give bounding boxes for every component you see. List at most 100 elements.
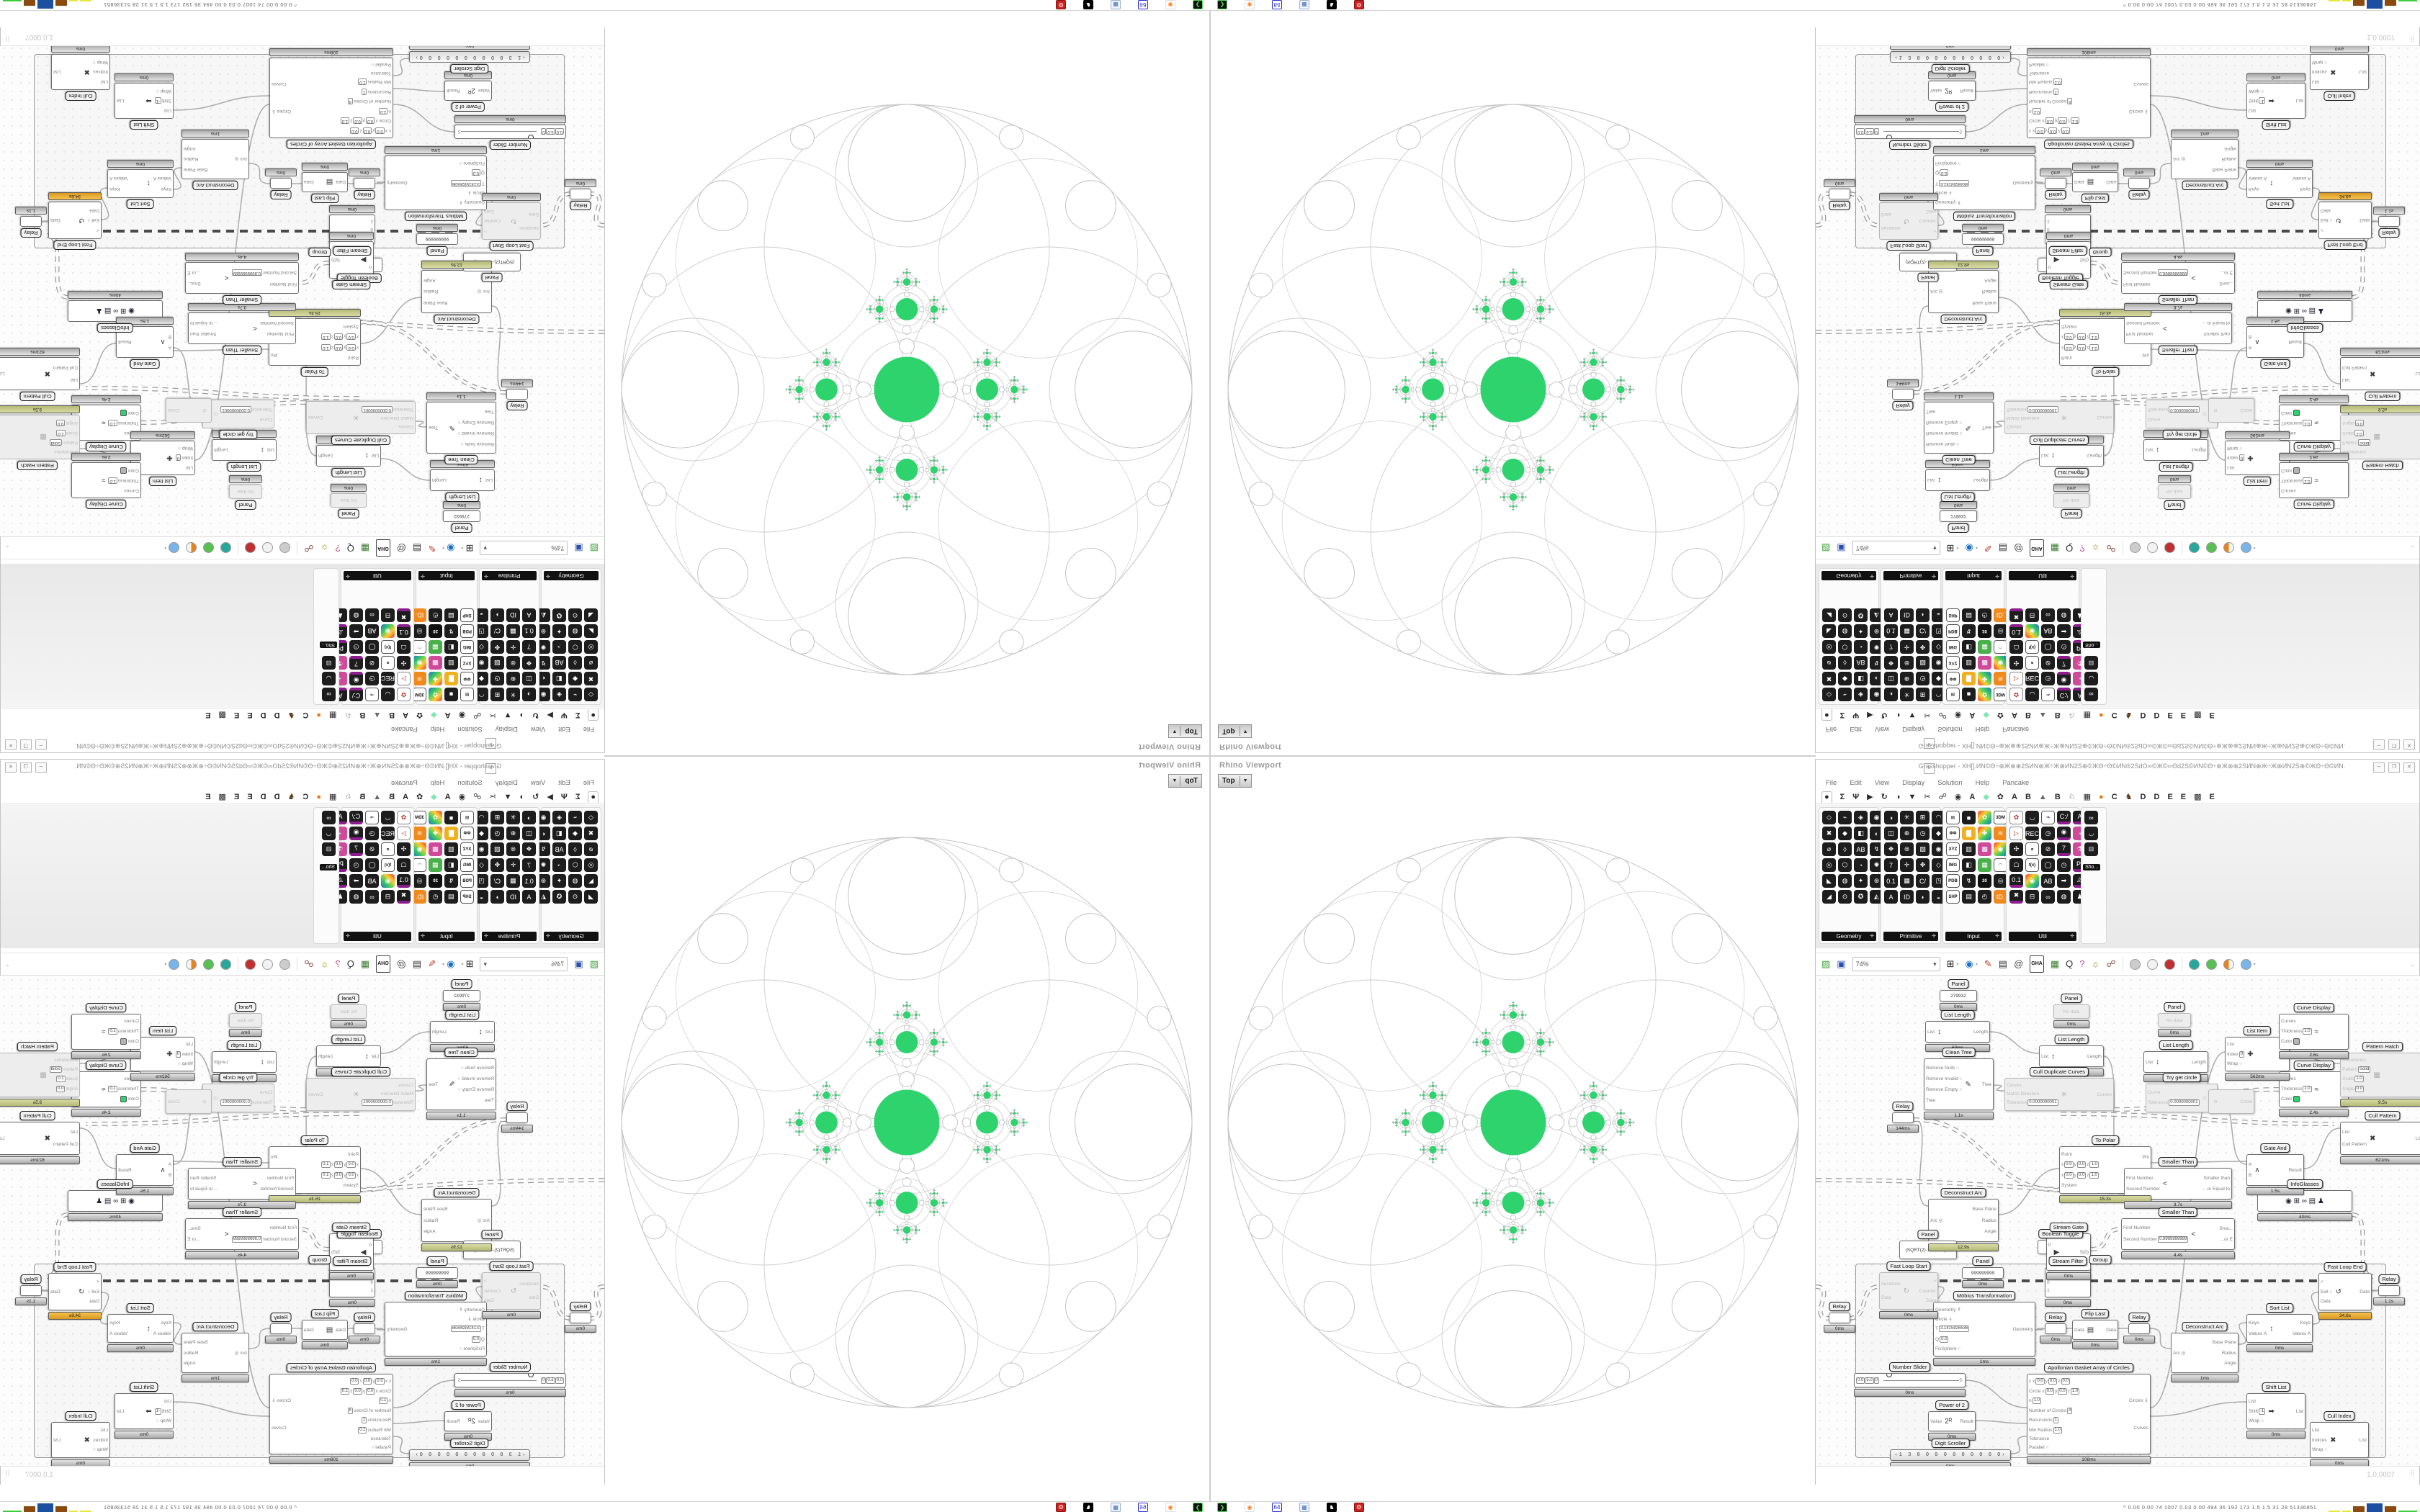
preview-sphere-icon[interactable] [2240, 958, 2251, 970]
component-icon[interactable]: PDB [460, 874, 474, 888]
gh-node-panel[interactable]: 999999999 [1962, 233, 2004, 245]
output-param[interactable]: Tree [429, 1082, 438, 1087]
component-icon[interactable]: ↯ [444, 624, 458, 638]
component-icon[interactable]: AB [2041, 874, 2055, 888]
value-chip[interactable]: 1.0 [358, 1426, 367, 1434]
gh-node-power-of-2[interactable]: Value 2ᴿ Result [1928, 1411, 1976, 1431]
input-param[interactable]: < [2321, 1279, 2333, 1284]
output-param[interactable]: ...or E [187, 270, 200, 275]
close-button[interactable]: ✕ [5, 739, 17, 750]
input-param[interactable]: Thickness 1.0 [108, 420, 139, 427]
input-param[interactable]: Parallel ○ [341, 1445, 391, 1450]
value-chip[interactable]: 0.0000000001 [2169, 1099, 2200, 1107]
component-icon[interactable]: 20 [429, 624, 442, 638]
component-icon[interactable]: ◫ [522, 672, 536, 685]
component-icon[interactable]: ▇ [444, 672, 458, 685]
gh-node-cull-index[interactable]: List Indices Wrap ○ ✖ List [51, 1422, 110, 1458]
preview-eye-icon[interactable]: ◉ [447, 958, 455, 969]
pin-green-icon[interactable] [2205, 958, 2217, 970]
value-chip[interactable]: 0.0 [2035, 127, 2045, 134]
component-icon[interactable]: ◗ [490, 890, 504, 904]
gh-node-relay[interactable] [2378, 216, 2400, 227]
component-icon[interactable]: ◧ [444, 858, 458, 872]
component-icon[interactable]: ✿ [1978, 811, 1991, 824]
input-param[interactable]: < [87, 228, 99, 233]
tab-11[interactable]: ◆ [431, 711, 437, 719]
panel-expand-icon[interactable]: ✛ [1870, 573, 1874, 578]
input-param[interactable]: 0 [369, 264, 372, 269]
input-param[interactable]: List [93, 79, 108, 84]
gh-node-list-length[interactable]: List ↕ Length [212, 439, 277, 461]
tab-16[interactable]: B [2054, 711, 2061, 719]
gh-node-cull-index[interactable]: List Indices Wrap ○ ✖ List [2310, 1422, 2369, 1458]
tab-10[interactable]: A [1969, 793, 1976, 801]
tab-23[interactable]: D [260, 793, 266, 801]
menu-item-view[interactable]: View [530, 778, 546, 787]
component-icon[interactable]: ✳ [1900, 688, 1914, 701]
component-icon[interactable]: ☖ [2009, 640, 2023, 654]
component-icon[interactable]: ✦ [1854, 624, 1868, 638]
input-param[interactable]: Tree [1926, 409, 1963, 414]
panel-expand-icon[interactable]: ✛ [1932, 934, 1936, 939]
output-param[interactable]: Radius [2222, 1351, 2236, 1356]
output-param[interactable]: Angle [424, 1229, 436, 1234]
save-file-icon[interactable]: ▣ [574, 543, 583, 554]
gh-node-panel[interactable]: 279932 [1940, 510, 1977, 522]
gh-node-number-slider[interactable]: 0.0 5.0 0 5 [454, 1373, 566, 1387]
tab-9[interactable]: ◉ [1954, 711, 1962, 719]
value-chip[interactable]: 1.0 [358, 78, 367, 86]
help-icon[interactable]: ? [335, 543, 341, 554]
gh-node-relay[interactable] [506, 389, 528, 400]
output-param[interactable]: Phi [2143, 352, 2149, 357]
component-icon[interactable]: ■ [1962, 688, 1976, 701]
input-param[interactable]: 0 [369, 1243, 372, 1248]
tab-24[interactable]: E [247, 793, 253, 801]
gh-node-component[interactable]: ○ Circle [166, 1089, 212, 1114]
output-param[interactable]: Angle [1984, 1229, 1996, 1234]
output-param[interactable]: Circle [168, 408, 180, 413]
gh-node-digit-scroller[interactable]: ‹1 3 0 0 0 0 0 0 0 0 0 0› [1890, 1449, 2011, 1461]
gh-node-flip-last[interactable]: Data ▤ Data [302, 1320, 348, 1340]
output-param[interactable]: ...or E [187, 1237, 200, 1242]
output-param[interactable]: Angle [2224, 1361, 2236, 1366]
input-param[interactable]: Indices [2312, 70, 2327, 75]
component-icon[interactable]: ◡ [2025, 811, 2039, 824]
input-param[interactable]: List [176, 1042, 193, 1047]
tab-4[interactable]: ↻ [532, 793, 539, 801]
input-param[interactable]: T 3.1415926536 [450, 179, 485, 186]
tab-3[interactable]: ▶ [1867, 711, 1873, 719]
component-icon[interactable]: ◫ [522, 827, 536, 840]
input-param[interactable]: Wrap ○ [2312, 60, 2327, 65]
zoom-level-select[interactable]: 74% ▾ [480, 541, 568, 555]
value-chip[interactable]: 1.0 [321, 1172, 331, 1179]
gh-node-cull-duplicate-curves[interactable]: Curves Match Direction Tolerance 0.00000000… [306, 1078, 416, 1111]
input-param[interactable]: Exit ○ [2321, 1290, 2333, 1295]
input-param[interactable]: Remove Invalid ○ [457, 1076, 494, 1081]
value-chip[interactable]: 0.0 [2076, 1161, 2087, 1168]
taskbar-app-terminal[interactable]: ❯ [1193, 0, 1203, 9]
value-chip[interactable]: 0.0 [2061, 1378, 2070, 1385]
value-chip[interactable]: 1.0 [108, 477, 117, 485]
component-icon[interactable]: ✥ [1916, 858, 1930, 872]
component-icon[interactable]: ◊ [568, 842, 582, 856]
value-chip[interactable]: 0.0 [333, 1172, 344, 1179]
input-param[interactable]: Parallel ○ [2029, 1445, 2079, 1450]
output-param[interactable]: S(0) [2080, 1250, 2089, 1255]
component-icon[interactable]: ✪ [1854, 890, 1868, 904]
toolbar-collapse-icon[interactable]: ⌄ [2410, 544, 2415, 552]
output-param[interactable]: Phi [271, 352, 277, 357]
input-param[interactable]: Wrap ○ [2227, 1061, 2244, 1066]
input-param[interactable]: Remove Invalid ○ [457, 431, 494, 436]
panel-expand-icon[interactable]: ✛ [484, 934, 488, 939]
component-icon[interactable]: ✣ [397, 842, 411, 856]
value-chip[interactable]: 4 [347, 98, 353, 105]
component-icon[interactable]: 7 [2057, 842, 2071, 856]
component-icon[interactable]: ⊕ [1900, 672, 1914, 685]
component-icon[interactable]: ➡ [349, 624, 363, 638]
gh-node-relay[interactable] [2128, 1323, 2150, 1334]
input-param[interactable]: Tolerance [341, 1436, 391, 1441]
taskbar-app-red-app[interactable]: ❂ [1056, 0, 1066, 9]
